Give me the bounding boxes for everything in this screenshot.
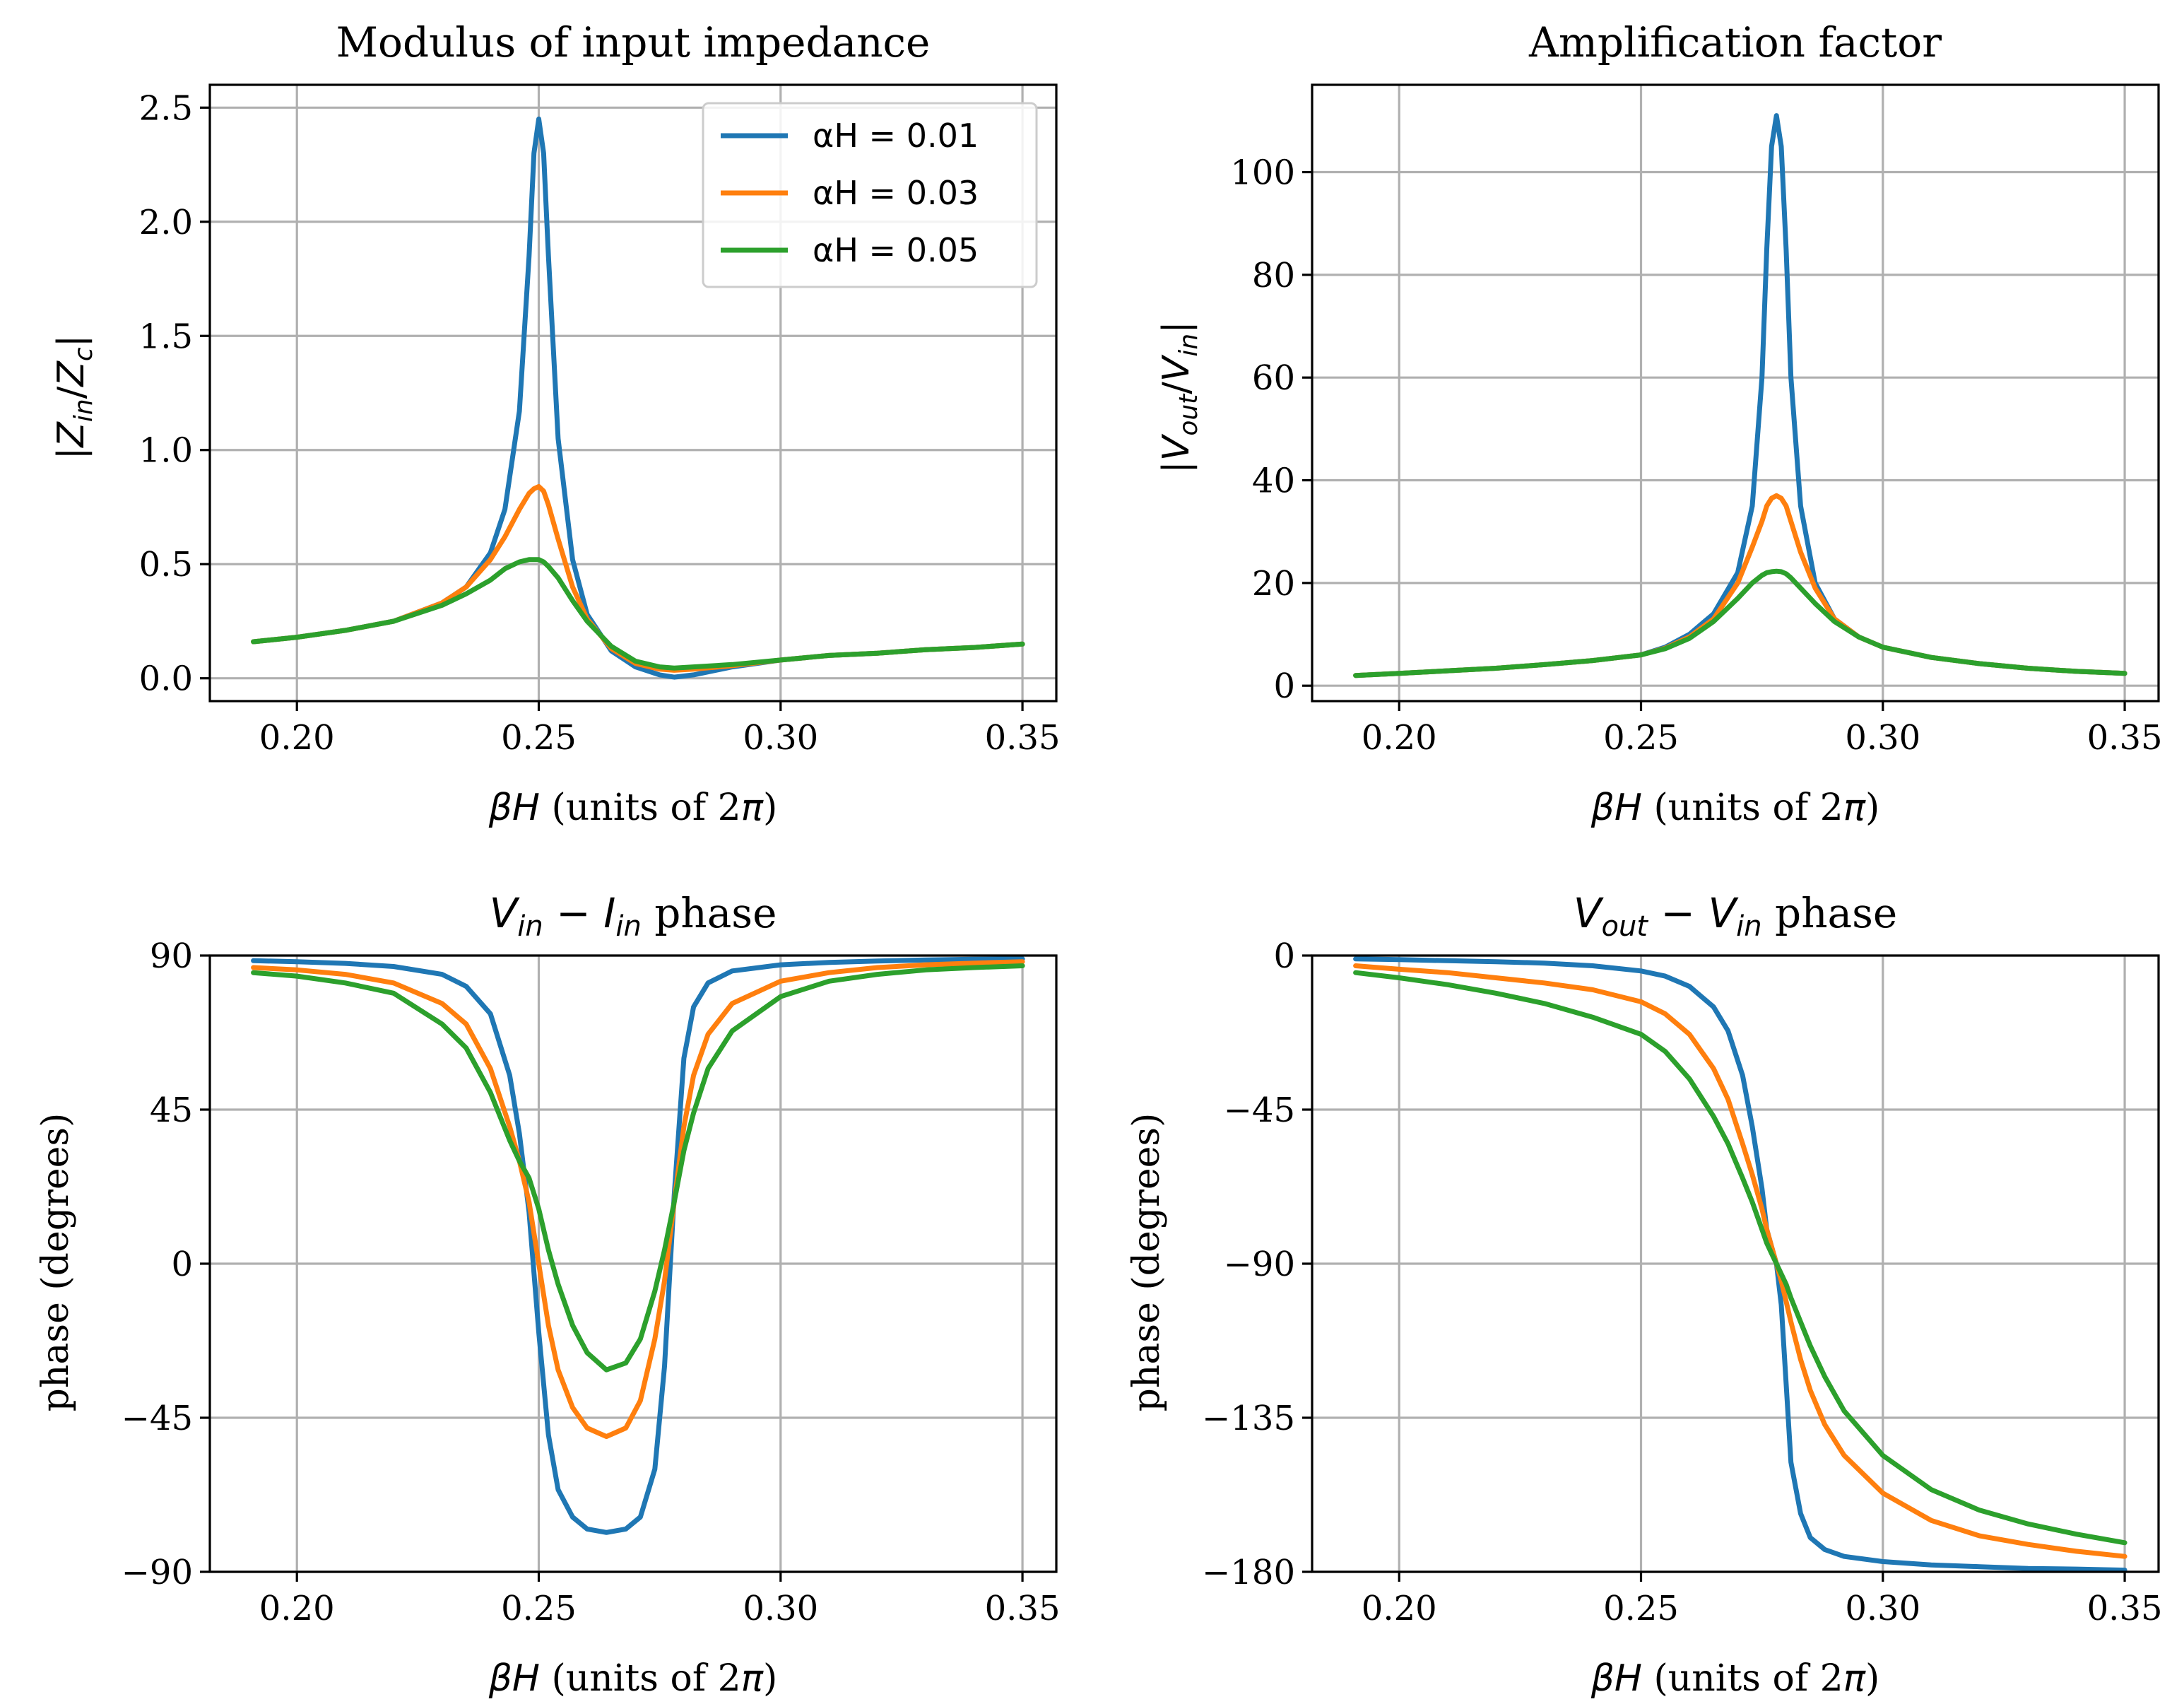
y-tick-label: 0 <box>1273 666 1295 706</box>
x-tick-label: 0.25 <box>501 1589 577 1628</box>
x-tick-label: 0.35 <box>2087 1589 2163 1628</box>
y-tick-label: −90 <box>122 1553 193 1592</box>
series-line-h-0-05 <box>251 963 1025 1373</box>
x-tick-label: 0.30 <box>743 1589 818 1628</box>
y-tick-label: 40 <box>1252 462 1295 501</box>
y-tick-label: 100 <box>1230 153 1295 193</box>
y-tick-label: 0.0 <box>139 659 193 699</box>
y-tick-label: −45 <box>1224 1091 1295 1130</box>
y-tick-label: 60 <box>1252 358 1295 398</box>
y-tick-label: −180 <box>1202 1553 1295 1592</box>
y-tick-label: −45 <box>122 1399 193 1438</box>
y-tick-label: 90 <box>150 936 193 976</box>
legend-label-alpha-0-03: αH = 0.03 <box>813 174 979 212</box>
series-line-h-0-05 <box>1353 568 2127 678</box>
x-tick-label: 0.20 <box>1362 1589 1437 1628</box>
input-phase-x-axis-label: βH (units of 2π) <box>488 1657 778 1700</box>
impedance-title: Modulus of input impedance <box>336 18 931 66</box>
input-phase-y-axis-label: phase (degrees) <box>35 1113 77 1412</box>
series-line-h-0-03 <box>1353 963 2127 1559</box>
y-tick-label: 2.5 <box>139 88 193 128</box>
amplification-y-axis-label: |Vout/Vin| <box>1155 321 1203 474</box>
y-tick-label: 80 <box>1252 256 1295 295</box>
amplification-plot-frame <box>1311 83 2160 703</box>
series-line-h-0-01 <box>251 956 1025 1535</box>
x-tick-label: 0.30 <box>1845 718 1920 758</box>
series-line-h-0-05 <box>251 557 1025 671</box>
amplification-x-axis-label: βH (units of 2π) <box>1590 787 1880 829</box>
y-tick-label: −135 <box>1202 1399 1295 1438</box>
x-tick-label: 0.20 <box>1362 718 1437 758</box>
input-phase-title: Vin − Iin phase <box>490 889 777 943</box>
y-tick-label: 0 <box>171 1245 193 1284</box>
impedance-plot-frame <box>208 83 1058 703</box>
output-phase-x-axis-label: βH (units of 2π) <box>1590 1657 1880 1700</box>
x-tick-label: 0.35 <box>985 1589 1061 1628</box>
x-tick-label: 0.35 <box>985 718 1061 758</box>
legend: αH = 0.01 αH = 0.03 αH = 0.05 <box>702 102 1038 288</box>
y-tick-label: −90 <box>1224 1245 1295 1284</box>
x-tick-label: 0.35 <box>2087 718 2163 758</box>
amplification-panel: 0.20 0.25 0.30 0.35 0 20 40 60 80 100 Amplificati… <box>1155 18 2163 829</box>
legend-box <box>702 102 1038 288</box>
x-tick-label: 0.30 <box>1845 1589 1920 1628</box>
series-line-h-0-03 <box>251 959 1025 1440</box>
impedance-y-axis-label: |Zin/Zc| <box>50 335 98 459</box>
x-tick-label: 0.30 <box>743 718 818 758</box>
x-tick-label: 0.25 <box>1603 718 1679 758</box>
y-tick-label: 1.0 <box>139 431 193 471</box>
y-tick-label: 2.0 <box>139 203 193 242</box>
x-tick-label: 0.25 <box>1603 1589 1679 1628</box>
legend-label-alpha-0-05: αH = 0.05 <box>813 231 979 269</box>
impedance-modulus-panel: 0.20 0.25 0.30 0.35 0.0 0.5 1.0 1.5 2.0 2.5 Modul… <box>50 18 1061 829</box>
x-tick-label: 0.20 <box>259 718 335 758</box>
input-phase-panel: 0.20 0.25 0.30 0.35 −90 −45 0 45 90 Vin − Iin ph… <box>35 889 1061 1700</box>
y-tick-label: 1.5 <box>139 317 193 356</box>
amplification-title: Amplification factor <box>1528 18 1942 66</box>
x-tick-label: 0.25 <box>501 718 577 758</box>
x-tick-label: 0.20 <box>259 1589 335 1628</box>
impedance-x-axis-label: βH (units of 2π) <box>488 787 778 829</box>
y-tick-label: 0.5 <box>139 545 193 584</box>
y-tick-label: 0 <box>1273 936 1295 976</box>
series-line-h-0-05 <box>1353 970 2127 1546</box>
output-phase-title: Vout − Vin phase <box>1574 889 1897 943</box>
output-phase-panel: 0.20 0.25 0.30 0.35 −180 −135 −90 −45 0 Vout − V… <box>1126 889 2163 1700</box>
y-tick-label: 20 <box>1252 564 1295 604</box>
output-phase-y-axis-label: phase (degrees) <box>1126 1113 1168 1412</box>
legend-label-alpha-0-01: αH = 0.01 <box>813 117 979 155</box>
y-tick-label: 45 <box>150 1091 193 1130</box>
